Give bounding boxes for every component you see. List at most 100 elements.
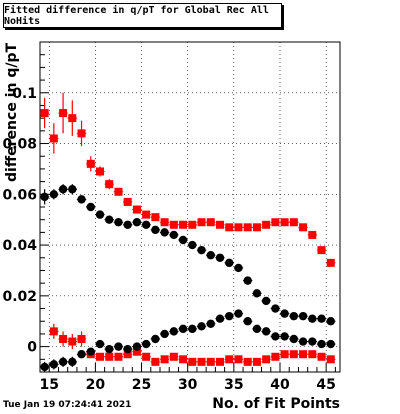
data-point-circle <box>40 362 49 372</box>
data-point-circle <box>169 230 179 240</box>
data-point-circle <box>280 309 289 318</box>
data-point-square <box>59 109 68 118</box>
data-point-circle <box>141 220 151 229</box>
data-point-circle <box>206 251 215 260</box>
data-point-circle <box>225 258 234 268</box>
data-point-circle <box>298 337 308 346</box>
data-point-square <box>179 355 188 364</box>
data-point-square <box>169 352 178 361</box>
data-point-circle <box>132 218 142 227</box>
data-point-square <box>142 352 151 361</box>
data-point-circle <box>234 309 243 318</box>
data-point-circle <box>298 311 308 321</box>
data-point-circle <box>40 192 49 202</box>
data-point-square <box>206 357 215 366</box>
data-point-circle <box>243 276 252 285</box>
data-point-circle <box>188 324 197 334</box>
data-point-circle <box>95 210 105 219</box>
data-point-square <box>68 114 77 123</box>
data-point-circle <box>317 314 326 323</box>
data-point-circle <box>105 215 114 224</box>
data-point-square <box>179 220 188 229</box>
data-point-circle <box>114 218 123 227</box>
data-point-circle <box>160 329 169 339</box>
data-point-circle <box>206 319 215 328</box>
data-point-circle <box>280 332 289 341</box>
data-point-square <box>105 180 114 189</box>
data-point-circle <box>114 342 123 351</box>
data-point-circle <box>49 360 59 369</box>
data-point-circle <box>132 342 142 351</box>
data-point-circle <box>326 339 335 349</box>
data-point-square <box>151 213 160 222</box>
data-point-square <box>262 220 271 229</box>
data-point-circle <box>271 304 280 313</box>
x-tick-label: 30 <box>178 377 198 393</box>
data-point-square <box>234 355 243 364</box>
data-point-square <box>188 220 197 229</box>
data-point-square <box>114 187 123 196</box>
data-point-square <box>243 357 252 366</box>
data-point-circle <box>68 357 77 367</box>
data-point-circle <box>252 289 262 298</box>
y-tick-label: 0.08 <box>2 137 37 153</box>
data-point-square <box>243 223 252 232</box>
data-point-square <box>86 159 95 168</box>
data-point-square <box>326 258 335 267</box>
data-point-square <box>40 109 49 118</box>
data-point-circle <box>178 235 188 245</box>
data-point-circle <box>68 185 77 194</box>
data-point-circle <box>95 339 105 349</box>
data-point-circle <box>58 357 68 367</box>
data-point-circle <box>197 322 206 331</box>
data-point-square <box>169 220 178 229</box>
data-point-circle <box>105 344 114 354</box>
data-point-circle <box>86 347 95 356</box>
data-point-square <box>197 357 206 366</box>
data-point-square <box>123 197 132 206</box>
data-point-square <box>206 218 215 227</box>
data-point-circle <box>178 324 188 334</box>
data-point-square <box>225 355 234 364</box>
data-point-circle <box>308 337 317 346</box>
x-tick-label: 40 <box>270 377 290 393</box>
data-point-square <box>326 355 335 364</box>
data-point-circle <box>169 327 179 336</box>
data-point-circle <box>123 344 132 354</box>
chart-title-box: Fitted difference in q/pT for Global Rec… <box>3 3 282 28</box>
data-point-circle <box>261 296 271 306</box>
data-point-square <box>160 355 169 364</box>
data-point-square <box>59 335 68 343</box>
data-point-square <box>49 327 58 336</box>
data-point-square <box>252 357 261 366</box>
data-point-circle <box>197 245 206 255</box>
data-point-circle <box>308 314 317 323</box>
data-point-circle <box>252 324 262 334</box>
data-point-square <box>234 223 243 232</box>
data-point-circle <box>49 190 59 199</box>
data-point-square <box>142 210 151 219</box>
data-point-circle <box>77 350 86 359</box>
data-point-square <box>216 220 224 229</box>
data-point-circle <box>123 220 132 229</box>
data-point-square <box>271 218 280 227</box>
data-point-square <box>132 205 141 214</box>
data-point-square <box>123 350 132 359</box>
data-point-square <box>289 218 298 227</box>
data-point-square <box>197 218 206 227</box>
data-point-circle <box>77 195 86 204</box>
data-point-square <box>299 223 308 232</box>
chart-title: Fitted difference in q/pT for Global Rec… <box>4 4 269 27</box>
data-point-square <box>299 350 308 359</box>
y-tick-label: 0.02 <box>2 289 37 305</box>
data-point-circle <box>243 317 252 326</box>
data-point-circle <box>160 228 169 237</box>
x-axis-label: No. of Fit Points <box>212 396 340 412</box>
data-point-square <box>280 218 289 227</box>
data-point-circle <box>271 332 280 341</box>
y-tick-label: 0.04 <box>2 238 37 254</box>
data-point-square <box>49 134 58 143</box>
data-point-square <box>308 230 317 239</box>
y-tick-label: 0.06 <box>2 187 37 203</box>
